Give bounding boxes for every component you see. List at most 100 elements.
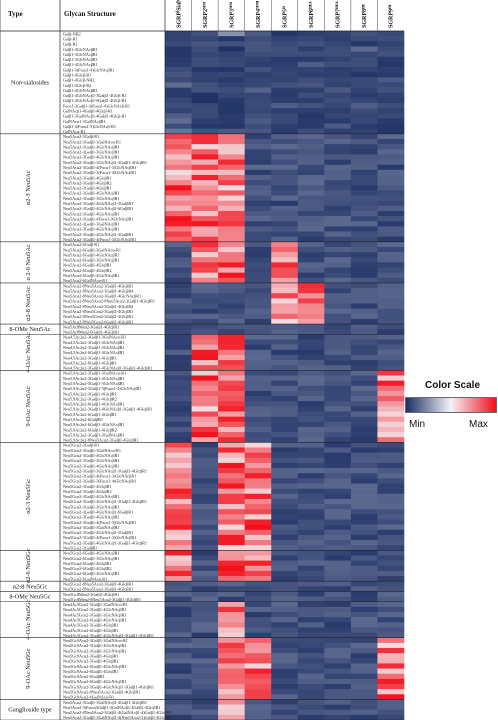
heatmap-cell bbox=[165, 210, 192, 217]
heatmap-cell bbox=[244, 334, 272, 340]
heatmap-cell bbox=[218, 570, 245, 577]
heatmap-cell bbox=[350, 627, 378, 633]
heatmap-cell bbox=[271, 267, 299, 273]
heatmap-cell bbox=[297, 550, 325, 556]
heatmap-cell bbox=[191, 87, 219, 94]
heatmap-cell bbox=[218, 113, 245, 119]
heatmap-cell bbox=[244, 108, 272, 114]
glycan-row-label: Neu5,9Ac2α2-6GalβR1 bbox=[63, 417, 103, 423]
heatmap-cell bbox=[377, 128, 405, 135]
heatmap-cell bbox=[191, 699, 219, 705]
heatmap-cell bbox=[324, 437, 352, 443]
heatmap-cell bbox=[244, 519, 272, 525]
heatmap-cell bbox=[324, 493, 352, 500]
heatmap-cell bbox=[191, 246, 219, 253]
heatmap-cell bbox=[244, 704, 272, 711]
heatmap-cell bbox=[297, 118, 325, 124]
heatmap-cell bbox=[244, 437, 272, 443]
heatmap-cell bbox=[191, 622, 219, 628]
heatmap-cell bbox=[271, 565, 299, 572]
heatmap-cell bbox=[165, 396, 192, 402]
heatmap-cell bbox=[377, 452, 405, 459]
heatmap-cell bbox=[165, 406, 192, 412]
group-label: 4-OAc Neu5Ac bbox=[25, 332, 32, 372]
heatmap-cell bbox=[377, 174, 405, 181]
heatmap-cell bbox=[218, 375, 245, 381]
heatmap-cell bbox=[297, 82, 325, 88]
heatmap-cell bbox=[297, 31, 325, 37]
heatmap-cell bbox=[350, 704, 378, 711]
heatmap-cell bbox=[244, 128, 272, 135]
heatmap-cell bbox=[191, 406, 219, 412]
heatmap-cell bbox=[165, 478, 192, 484]
heatmap-cell bbox=[324, 82, 352, 88]
heatmap-cell bbox=[191, 180, 219, 186]
heatmap-cell bbox=[377, 565, 405, 572]
heatmap-cell bbox=[191, 31, 219, 37]
heatmap-cell bbox=[165, 360, 192, 366]
heatmap-cell bbox=[350, 102, 378, 109]
heatmap-cell bbox=[191, 555, 219, 561]
heatmap-cell bbox=[191, 360, 219, 366]
heatmap-cell bbox=[244, 581, 272, 587]
glycan-row-label: Galβ1-4(Fucα1-3)GlcNAcβ-R1 bbox=[63, 124, 116, 129]
heatmap-cell bbox=[297, 658, 325, 664]
heatmap-cell bbox=[377, 236, 405, 243]
heatmap-cell bbox=[271, 648, 299, 654]
heatmap-cell bbox=[165, 72, 192, 78]
heatmap-cell bbox=[350, 313, 378, 320]
heatmap-cell bbox=[244, 555, 272, 561]
heatmap-cell bbox=[218, 210, 245, 217]
heatmap-cell bbox=[377, 714, 405, 720]
glycan-row-label: Neu5Ac8Meα2-3Galβ1-4GlcβR1 bbox=[63, 324, 119, 329]
heatmap-cell bbox=[191, 318, 219, 325]
heatmap-cell bbox=[191, 524, 219, 531]
heatmap-cell bbox=[297, 375, 325, 381]
heatmap-cell bbox=[218, 560, 245, 567]
glycan-row-label: Neu5Acα2-8Neu5Gcα2-3Galβ1-4GlcβR1 bbox=[63, 309, 133, 314]
heatmap-cell bbox=[377, 390, 405, 397]
glycan-row-label: GalNAcα-R1 bbox=[63, 129, 85, 134]
heatmap-cell bbox=[165, 174, 192, 181]
heatmap-cell bbox=[191, 498, 219, 505]
heatmap-cell bbox=[324, 637, 352, 644]
glycan-row-label: Neu5,9Ac2α2-3Galβ1-3(Fucα1-4)GlcNAcβR1 bbox=[63, 386, 142, 392]
heatmap-cell bbox=[350, 51, 378, 58]
heatmap-cell bbox=[297, 478, 325, 484]
heatmap-cell bbox=[218, 123, 245, 129]
heatmap-cell bbox=[244, 509, 272, 515]
heatmap-cell bbox=[297, 642, 325, 649]
heatmap-cell bbox=[218, 61, 245, 68]
heatmap-cell bbox=[350, 642, 378, 649]
heatmap-cell bbox=[218, 288, 245, 294]
glycan-row-label: Neu5Gc8Meα2-8Neu5Acα2-3Galβ1-4GlcβR1 bbox=[63, 597, 141, 602]
heatmap-cell bbox=[324, 113, 352, 119]
heatmap-cell bbox=[350, 267, 378, 273]
heatmap-cell bbox=[218, 437, 245, 443]
heatmap-cell bbox=[165, 457, 192, 464]
structure-column-header: Glycan Structure bbox=[64, 10, 116, 18]
heatmap-cell bbox=[377, 344, 405, 351]
glycan-row-label: Neu5Gcα2-3Galβ1-4(Fucα1-3)GlcNAcβR1 bbox=[63, 520, 136, 525]
glycan-row-label: Galβ1-4Glcβ-R2 bbox=[63, 83, 91, 88]
heatmap-cell bbox=[165, 216, 192, 222]
heatmap-cell bbox=[191, 529, 219, 536]
heatmap-cell bbox=[191, 519, 219, 525]
heatmap-cell bbox=[244, 514, 272, 520]
heatmap-cell bbox=[244, 185, 272, 191]
heatmap-cell bbox=[244, 416, 272, 423]
heatmap-cell bbox=[191, 92, 219, 99]
heatmap-cell bbox=[218, 72, 245, 78]
group-label: 8-OMe Neu5Gc bbox=[9, 594, 51, 601]
heatmap-cell bbox=[271, 169, 299, 176]
heatmap-cell bbox=[350, 123, 378, 129]
heatmap-cell bbox=[350, 714, 378, 720]
heatmap-cell bbox=[218, 653, 245, 659]
glycan-row-label: Neu5Acα2-3Galβ1-4GlcNAcβ1-3GalβR1 bbox=[63, 201, 133, 206]
heatmap-cell bbox=[218, 447, 245, 453]
heatmap-cell bbox=[377, 144, 405, 150]
heatmap-cell bbox=[165, 473, 192, 479]
heatmap-cell bbox=[350, 411, 378, 417]
heatmap-cell bbox=[350, 277, 378, 284]
heatmap-cell bbox=[297, 51, 325, 58]
